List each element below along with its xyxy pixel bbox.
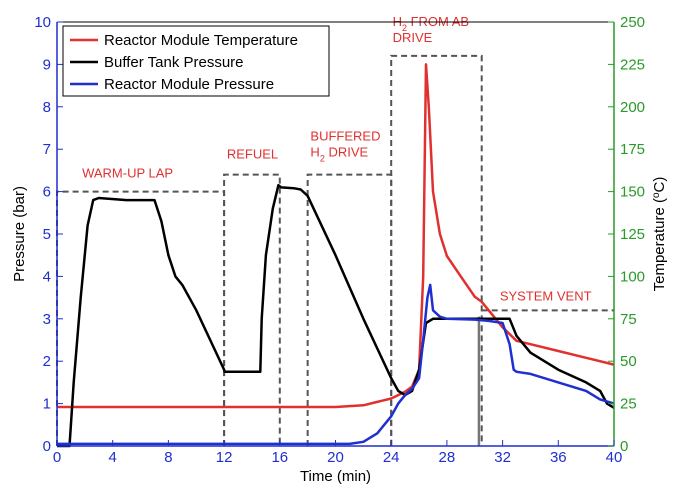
phase-label-buffered-h2-drive-line-1: BUFFERED [310, 129, 380, 144]
right-tick-label: 250 [620, 14, 645, 31]
left-tick-label: 8 [43, 99, 51, 116]
right-tick-label: 75 [620, 311, 637, 328]
left-tick-label: 10 [34, 14, 51, 31]
legend-box [62, 25, 330, 97]
bottom-tick-label: 36 [550, 449, 567, 466]
series-line-buffer-tank-pressure [57, 183, 615, 448]
left-tick-label: 0 [43, 438, 51, 455]
phase-box-h2-from-ab-drive [390, 54, 483, 446]
bottom-tick-label: 20 [327, 449, 344, 466]
bottom-tick-label: 24 [383, 449, 400, 466]
y-axis-label-right: Temperature (oC) [651, 177, 669, 292]
axes: 0123456789100255075100125150175200225250… [11, 14, 668, 485]
right-tick-label: 175 [620, 141, 645, 158]
legend-label-reactor-module-pressure: Reactor Module Pressure [104, 76, 274, 93]
bottom-tick-label: 12 [216, 449, 233, 466]
phase-label-h2-from-ab-drive-line-1: H2 FROM AB [393, 14, 470, 33]
phase-box-refuel [223, 173, 281, 446]
left-tick-label: 7 [43, 141, 51, 158]
left-tick-label: 5 [43, 226, 51, 243]
left-tick-label: 2 [43, 353, 51, 370]
phase-label-system-vent-line-1: SYSTEM VENT [500, 288, 592, 303]
left-tick-label: 6 [43, 184, 51, 201]
bottom-tick-label: 0 [53, 449, 61, 466]
bottom-tick-label: 8 [164, 449, 172, 466]
bottom-tick-label: 32 [494, 449, 511, 466]
bottom-tick-label: 16 [271, 449, 288, 466]
right-tick-label: 225 [620, 56, 645, 73]
phase-label-h2-from-ab-drive-line-2: DRIVE [393, 30, 433, 45]
bottom-tick-label: 40 [606, 449, 623, 466]
legend: Reactor Module Temperature Buffer Tank Pr… [62, 25, 330, 97]
right-tick-label: 0 [620, 438, 628, 455]
series-line-reactor-module-pressure [57, 283, 615, 446]
right-tick-label: 100 [620, 268, 645, 285]
bottom-tick-label: 28 [439, 449, 456, 466]
right-tick-label: 50 [620, 353, 637, 370]
left-tick-label: 4 [43, 268, 51, 285]
phase-label-warm-up-lap-line-1: WARM-UP LAP [82, 166, 173, 181]
phase-label-refuel-line-1: REFUEL [227, 147, 278, 162]
right-tick-label: 125 [620, 226, 645, 243]
left-tick-label: 1 [43, 396, 51, 413]
right-tick-label: 25 [620, 396, 637, 413]
series-lines [57, 63, 615, 448]
y-axis-label-left: Pressure (bar) [11, 186, 28, 282]
left-tick-label: 3 [43, 311, 51, 328]
left-tick-label: 9 [43, 56, 51, 73]
legend-label-buffer-tank-pressure: Buffer Tank Pressure [104, 54, 244, 71]
phase-label-buffered-h2-drive-line-2: H2 DRIVE [310, 145, 368, 164]
bottom-tick-label: 4 [109, 449, 117, 466]
right-tick-label: 150 [620, 184, 645, 201]
series-line-reactor-module-temperature [57, 63, 615, 409]
x-axis-label: Time (min) [300, 468, 371, 485]
right-tick-label: 200 [620, 99, 645, 116]
legend-label-reactor-module-temperature: Reactor Module Temperature [104, 32, 298, 49]
